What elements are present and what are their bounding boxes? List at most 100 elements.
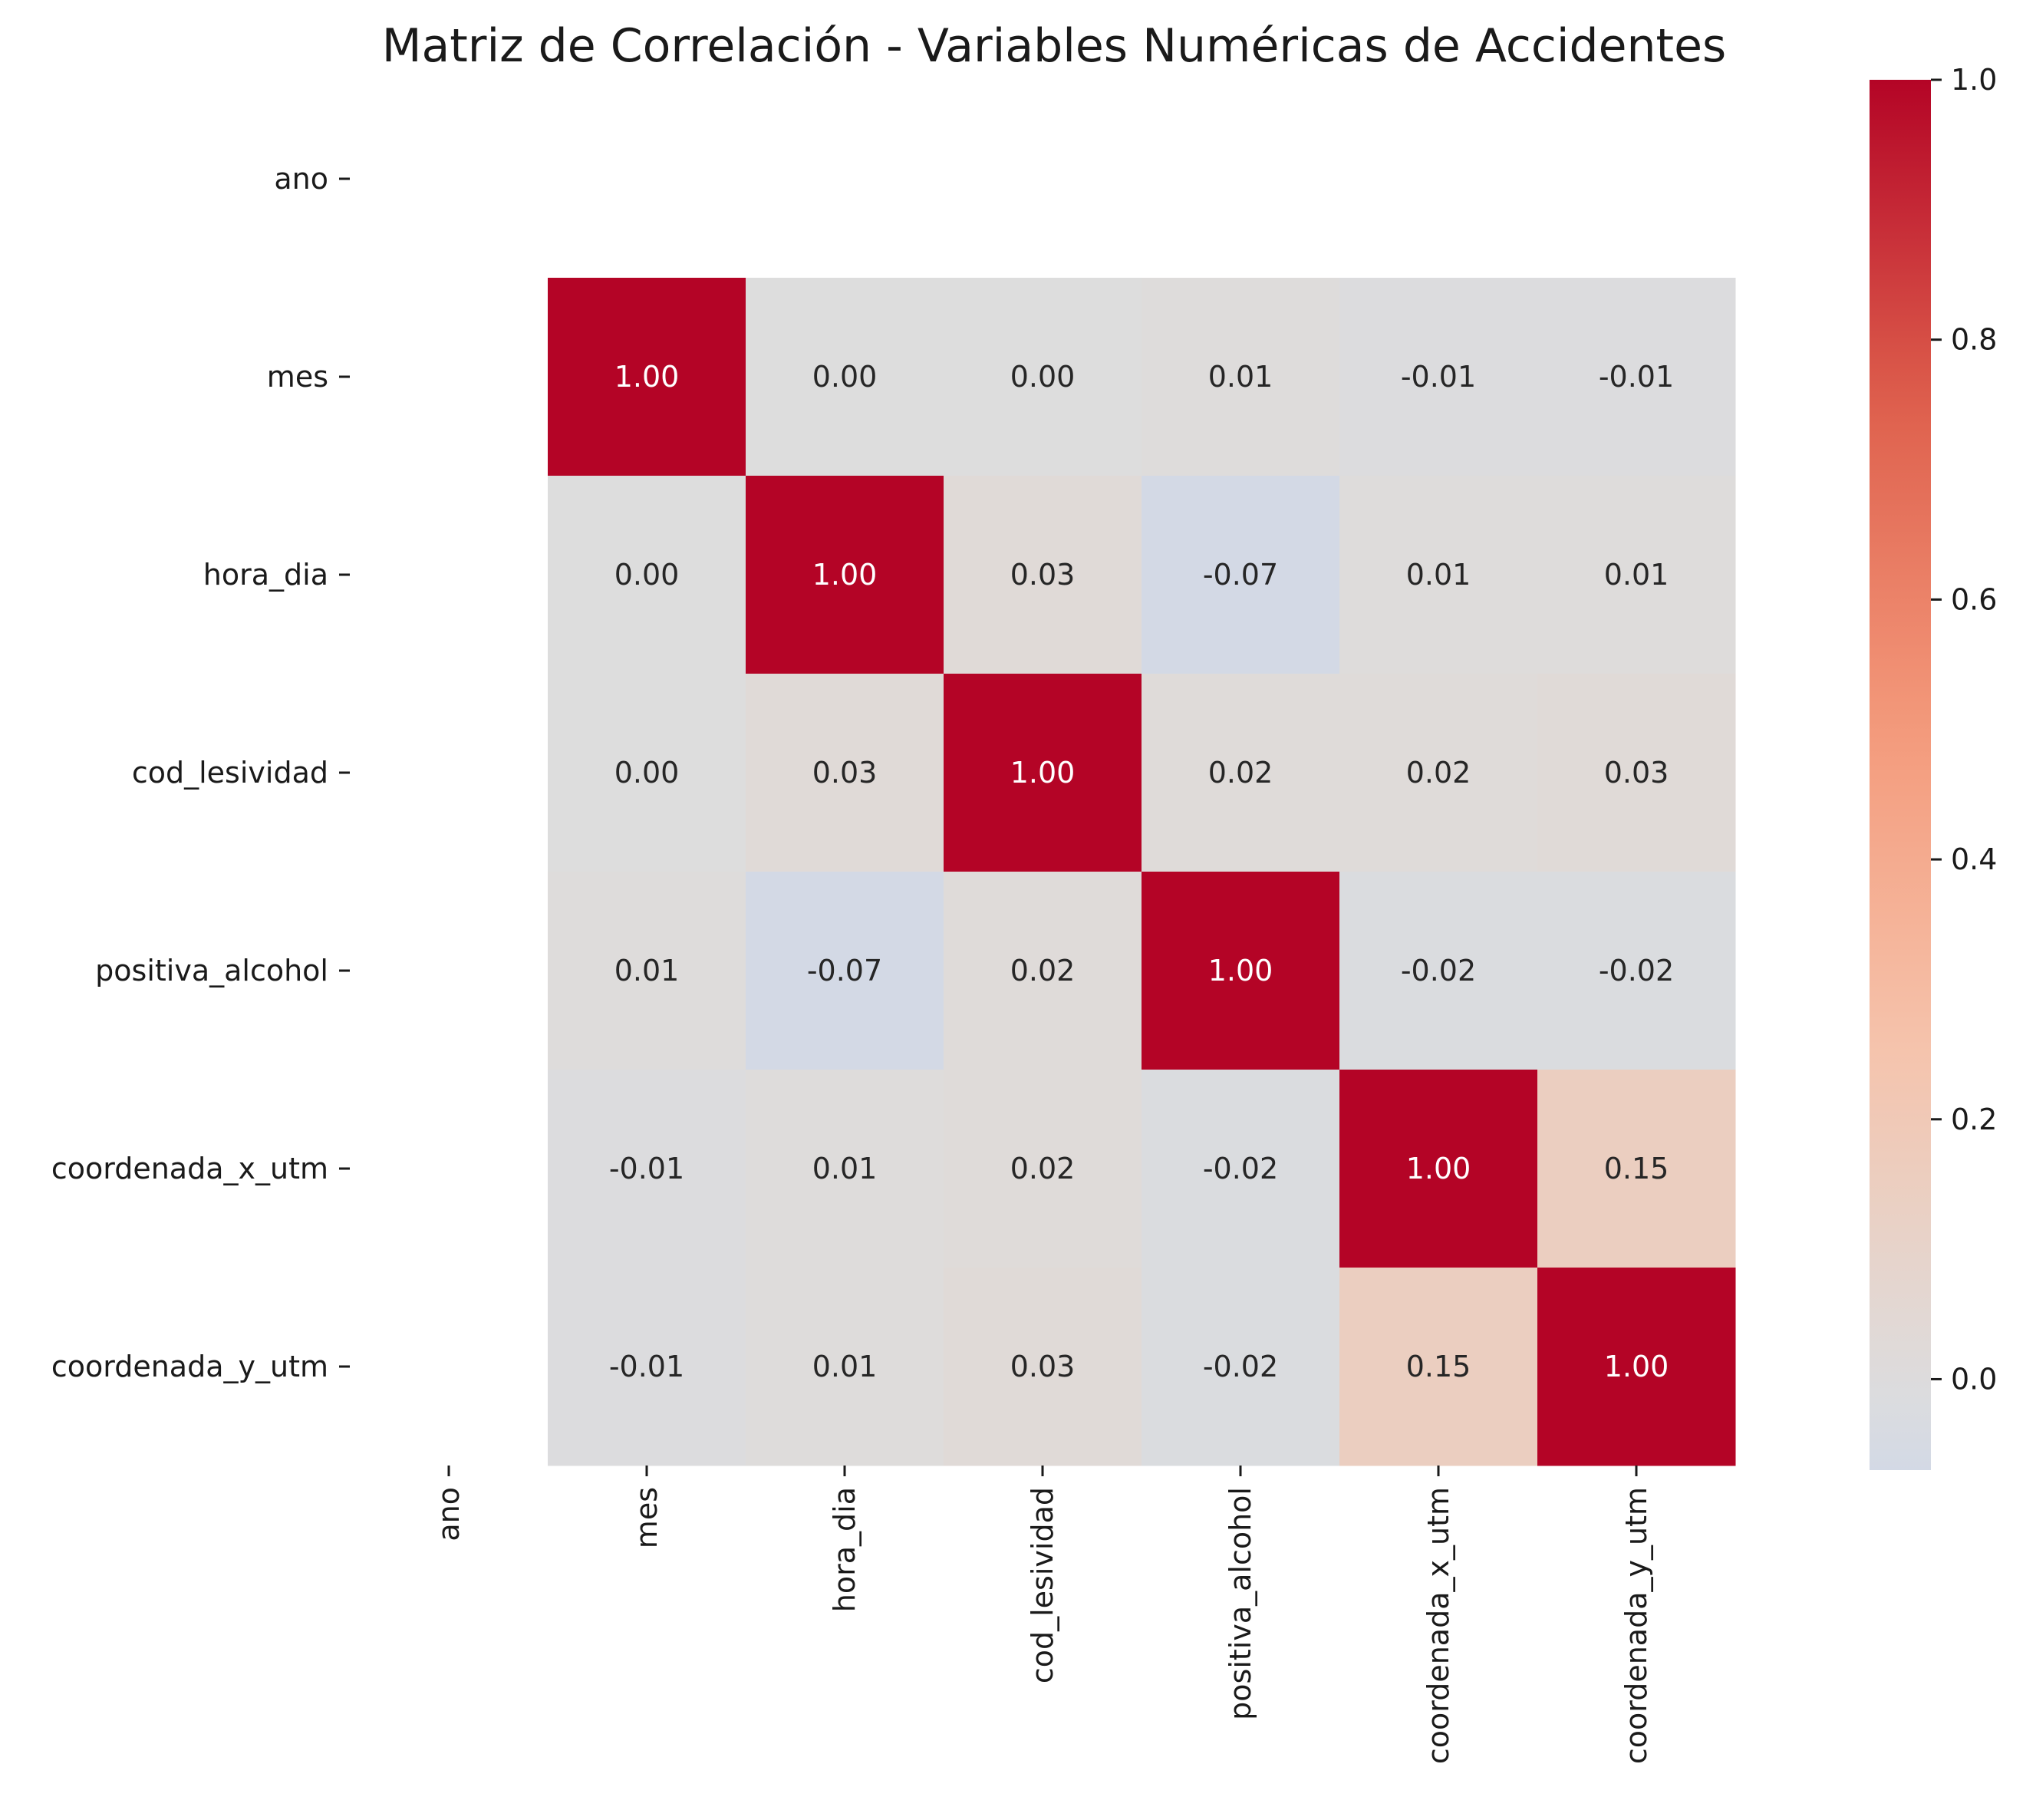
heatmap-cell-coordenada_x_utm-cod_lesividad — [944, 1070, 1142, 1268]
heatmap-cell-cod_lesividad-coordenada_x_utm — [1339, 674, 1538, 872]
x-axis-ticks: ano mes hora_dia cod_lesividad positiva_alco… — [432, 1466, 1653, 1764]
cell-value-label: 0.01 — [1604, 558, 1669, 592]
colorbar-tick-label: 0.6 — [1951, 582, 1997, 616]
heatmap-cell-positiva_alcohol-coordenada_y_utm — [1537, 872, 1736, 1070]
x-tick-label-positiva_alcohol: positiva_alcohol — [1224, 1487, 1257, 1720]
heatmap-cell-labels: 1.00 0.00 0.00 0.01 -0.01 -0.01 0.00 1.00 0.03 -0… — [609, 360, 1674, 1383]
cell-value-label: 0.02 — [1010, 954, 1076, 987]
heatmap-cell-coordenada_x_utm-mes — [548, 1070, 746, 1268]
cell-value-label: 0.00 — [614, 558, 680, 592]
y-tick-label-positiva_alcohol: positiva_alcohol — [95, 954, 328, 987]
cell-value-label: -0.02 — [1401, 954, 1476, 987]
cell-value-label: 0.03 — [812, 756, 878, 790]
x-tick-label-hora_dia: hora_dia — [828, 1487, 862, 1612]
heatmap-cell-cod_lesividad-mes — [548, 674, 746, 872]
heatmap-cell-hora_dia-coordenada_y_utm — [1537, 476, 1736, 674]
heatmap-cell-positiva_alcohol-positiva_alcohol — [1142, 872, 1340, 1070]
y-tick-label-ano: ano — [274, 162, 328, 196]
heatmap-cell-hora_dia-cod_lesividad — [944, 476, 1142, 674]
cell-value-label: 1.00 — [1604, 1350, 1669, 1383]
heatmap-cell-coordenada_y_utm-coordenada_x_utm — [1339, 1268, 1538, 1466]
heatmap-cell-coordenada_y_utm-positiva_alcohol — [1142, 1268, 1340, 1466]
cell-value-label: 0.15 — [1406, 1350, 1471, 1383]
cell-value-label: 0.03 — [1010, 1350, 1076, 1383]
x-tick-label-mes: mes — [630, 1487, 664, 1548]
colorbar-tick-label: 0.4 — [1951, 842, 1997, 876]
x-tick-label-coordenada_y_utm: coordenada_y_utm — [1619, 1487, 1653, 1764]
cell-value-label: 0.03 — [1604, 756, 1669, 790]
cell-value-label: 0.00 — [1010, 360, 1076, 394]
heatmap-cell-coordenada_x_utm-coordenada_y_utm — [1537, 1070, 1736, 1268]
cell-value-label: 0.02 — [1406, 756, 1471, 790]
heatmap-cell-mes-mes — [548, 278, 746, 476]
cell-value-label: 0.01 — [812, 1350, 878, 1383]
cell-value-label: 1.00 — [1010, 756, 1076, 790]
heatmap-cell-cod_lesividad-cod_lesividad — [944, 674, 1142, 872]
heatmap-cell-coordenada_x_utm-positiva_alcohol — [1142, 1070, 1340, 1268]
colorbar-tick-label: 0.2 — [1951, 1103, 1997, 1136]
heatmap-cell-cod_lesividad-coordenada_y_utm — [1537, 674, 1736, 872]
cell-value-label: -0.07 — [1203, 558, 1278, 592]
cell-value-label: -0.02 — [1203, 1350, 1278, 1383]
y-tick-label-cod_lesividad: cod_lesividad — [132, 756, 328, 790]
heatmap-cell-coordenada_y_utm-mes — [548, 1268, 746, 1466]
y-tick-label-hora_dia: hora_dia — [203, 558, 328, 592]
x-tick-label-ano: ano — [432, 1487, 466, 1541]
cell-value-label: -0.02 — [1203, 1152, 1278, 1185]
heatmap-cell-cod_lesividad-positiva_alcohol — [1142, 674, 1340, 872]
cell-value-label: 1.00 — [1208, 954, 1273, 987]
cell-value-label: 0.01 — [1208, 360, 1273, 394]
heatmap-cell-hora_dia-mes — [548, 476, 746, 674]
heatmap-cell-mes-positiva_alcohol — [1142, 278, 1340, 476]
heatmap-cells — [548, 278, 1736, 1466]
heatmap-cell-coordenada_x_utm-hora_dia — [746, 1070, 944, 1268]
y-tick-label-coordenada_x_utm: coordenada_x_utm — [51, 1152, 328, 1185]
heatmap-cell-positiva_alcohol-mes — [548, 872, 746, 1070]
y-tick-label-mes: mes — [267, 360, 328, 394]
heatmap-cell-cod_lesividad-hora_dia — [746, 674, 944, 872]
cell-value-label: -0.02 — [1599, 954, 1674, 987]
heatmap-cell-positiva_alcohol-hora_dia — [746, 872, 944, 1070]
heatmap-cell-coordenada_y_utm-coordenada_y_utm — [1537, 1268, 1736, 1466]
heatmap-cell-mes-coordenada_y_utm — [1537, 278, 1736, 476]
cell-value-label: 0.02 — [1010, 1152, 1076, 1185]
heatmap-cell-coordenada_x_utm-coordenada_x_utm — [1339, 1070, 1538, 1268]
cell-value-label: -0.01 — [609, 1350, 684, 1383]
heatmap-cell-mes-hora_dia — [746, 278, 944, 476]
cell-value-label: -0.01 — [1401, 360, 1476, 394]
cell-value-label: 0.15 — [1604, 1152, 1669, 1185]
heatmap-cell-mes-cod_lesividad — [944, 278, 1142, 476]
colorbar-tick-label: 1.0 — [1951, 63, 1997, 97]
heatmap-cell-positiva_alcohol-coordenada_x_utm — [1339, 872, 1538, 1070]
y-axis-ticks: ano mes hora_dia cod_lesividad positiva_alco… — [51, 162, 350, 1383]
cell-value-label: 0.03 — [1010, 558, 1076, 592]
x-tick-label-coordenada_x_utm: coordenada_x_utm — [1422, 1487, 1455, 1764]
chart-title: Matriz de Correlación - Variables Numéri… — [382, 19, 1727, 73]
cell-value-label: 1.00 — [1406, 1152, 1471, 1185]
heatmap-cell-mes-coordenada_x_utm — [1339, 278, 1538, 476]
heatmap-cell-hora_dia-positiva_alcohol — [1142, 476, 1340, 674]
cell-value-label: 0.02 — [1208, 756, 1273, 790]
cell-value-label: 0.00 — [614, 756, 680, 790]
colorbar-gradient — [1870, 80, 1931, 1470]
cell-value-label: 0.01 — [812, 1152, 878, 1185]
heatmap-cell-hora_dia-hora_dia — [746, 476, 944, 674]
cell-value-label: -0.07 — [807, 954, 882, 987]
colorbar-tick-label: 0.8 — [1951, 323, 1997, 357]
cell-value-label: -0.01 — [1599, 360, 1674, 394]
cell-value-label: 0.01 — [614, 954, 680, 987]
cell-value-label: -0.01 — [609, 1152, 684, 1185]
cell-value-label: 1.00 — [812, 558, 878, 592]
heatmap-cell-coordenada_y_utm-cod_lesividad — [944, 1268, 1142, 1466]
y-tick-label-coordenada_y_utm: coordenada_y_utm — [51, 1350, 328, 1383]
heatmap-cell-hora_dia-coordenada_x_utm — [1339, 476, 1538, 674]
cell-value-label: 1.00 — [614, 360, 680, 394]
cell-value-label: 0.00 — [812, 360, 878, 394]
colorbar: 0.0 0.2 0.4 0.6 0.8 1.0 — [1870, 63, 1997, 1470]
heatmap-cell-positiva_alcohol-cod_lesividad — [944, 872, 1142, 1070]
heatmap-cell-coordenada_y_utm-hora_dia — [746, 1268, 944, 1466]
cell-value-label: 0.01 — [1406, 558, 1471, 592]
colorbar-tick-label: 0.0 — [1951, 1362, 1997, 1396]
x-tick-label-cod_lesividad: cod_lesividad — [1026, 1487, 1059, 1683]
